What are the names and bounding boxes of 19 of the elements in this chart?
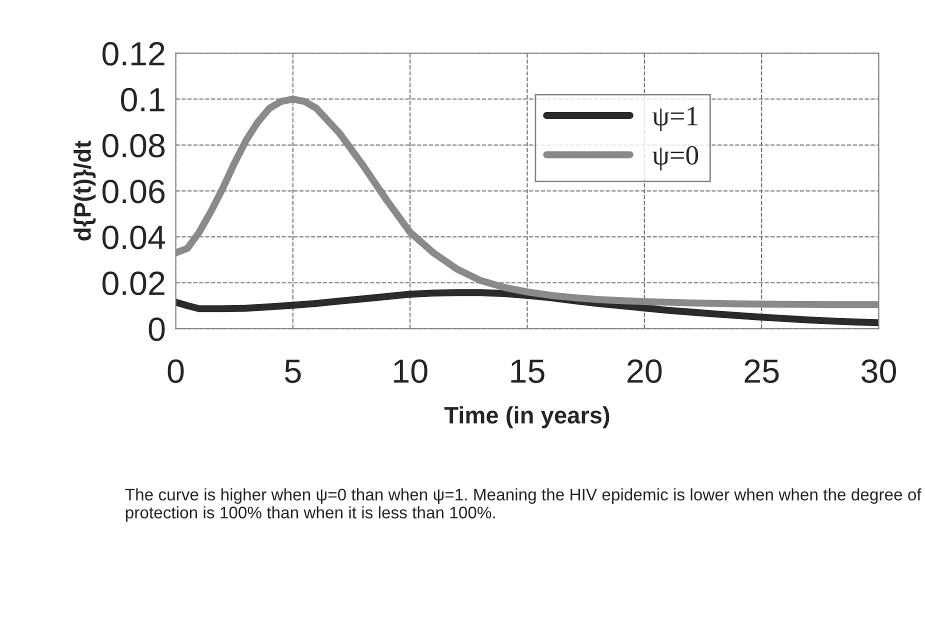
y-tick-label: 0.08 xyxy=(102,134,165,158)
x-tick-label: 25 xyxy=(744,359,779,383)
text: The curve is higher when ψ=0 than when ψ=1. Meaning the HIV epidemic is lower when when the degree of protection is 100% than when it is less than 100%. xyxy=(125,488,922,522)
y-tick-label: 0.06 xyxy=(102,180,165,204)
x-tick-label: 30 xyxy=(861,359,896,383)
y-tick-label: 0.1 xyxy=(120,88,164,112)
y-axis-title: d{P(t)}/dt xyxy=(74,140,96,240)
legend-label: ψ=0 xyxy=(652,146,698,170)
legend-label: ψ=1 xyxy=(652,106,698,132)
x-tick-label: 15 xyxy=(511,360,544,383)
y-tick-label: 0.02 xyxy=(102,272,164,296)
x-tick-label: 10 xyxy=(394,359,428,383)
y-tick-label: 0 xyxy=(148,317,165,342)
x-tick-label: 5 xyxy=(284,360,301,383)
x-tick-label: 0 xyxy=(168,359,184,383)
y-tick-label: 0.12 xyxy=(102,42,164,66)
x-tick-label: 20 xyxy=(628,359,662,383)
y-tick-label: 0.04 xyxy=(102,226,166,250)
x-axis-title: Time (in years) xyxy=(444,406,610,428)
